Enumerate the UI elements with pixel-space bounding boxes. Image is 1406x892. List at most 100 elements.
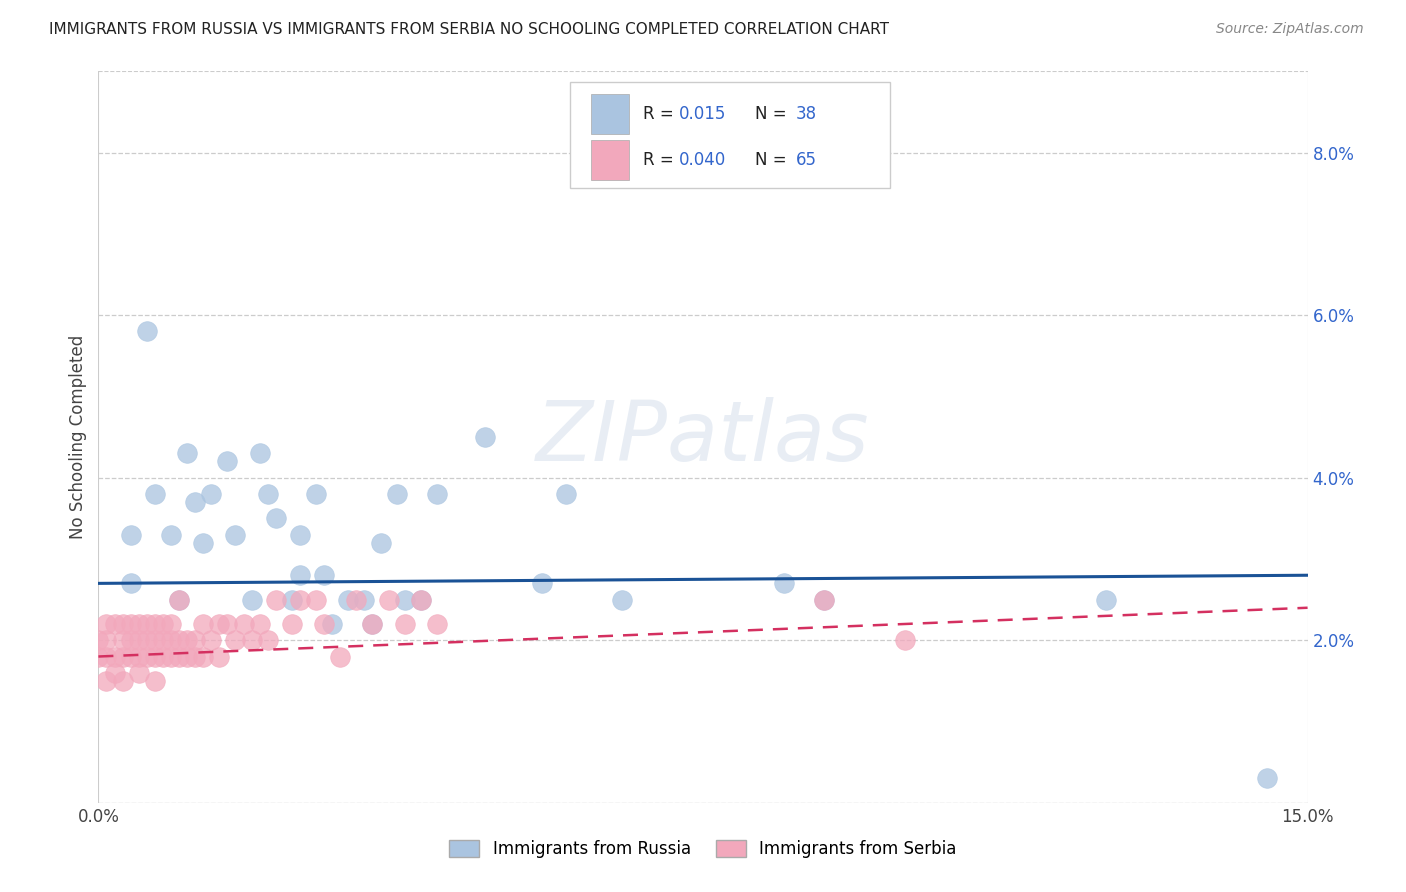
Point (193, 649, 215, 664)
Text: R =: R = (643, 104, 679, 122)
Point (111, 673, 134, 688)
Point (143, 617, 166, 632)
Point (167, 592, 190, 607)
Point (96, 617, 118, 632)
Point (240, 633, 263, 648)
Point (344, 592, 367, 607)
Point (143, 487, 166, 501)
Point (160, 633, 183, 648)
Point (152, 617, 174, 632)
Point (184, 649, 207, 664)
Point (208, 617, 231, 632)
Point (135, 649, 157, 664)
Point (120, 617, 142, 632)
Text: 0.040: 0.040 (679, 151, 725, 169)
Point (813, 592, 835, 607)
Point (249, 617, 271, 632)
Point (135, 633, 157, 648)
Point (120, 649, 142, 664)
Point (167, 649, 190, 664)
Point (474, 430, 496, 444)
Point (103, 649, 125, 664)
Point (128, 633, 150, 648)
Point (143, 649, 166, 664)
Point (426, 617, 449, 632)
Point (288, 568, 311, 582)
Text: 38: 38 (796, 104, 817, 122)
Point (111, 617, 134, 632)
Point (176, 649, 198, 664)
Point (377, 592, 399, 607)
Point (200, 487, 222, 501)
Point (305, 592, 328, 607)
Point (281, 617, 304, 632)
Point (120, 576, 142, 591)
Point (160, 649, 183, 664)
FancyBboxPatch shape (591, 94, 630, 134)
Point (87, 649, 110, 664)
Y-axis label: No Schooling Completed: No Schooling Completed (69, 335, 87, 539)
FancyBboxPatch shape (569, 82, 890, 188)
Point (813, 592, 835, 607)
Point (167, 633, 190, 648)
FancyBboxPatch shape (591, 140, 630, 180)
Point (240, 592, 263, 607)
Point (96, 673, 118, 688)
Point (96, 649, 118, 664)
Point (337, 592, 360, 607)
Point (288, 592, 311, 607)
Point (394, 617, 416, 632)
Point (176, 633, 198, 648)
Point (329, 649, 352, 664)
Point (200, 633, 222, 648)
Point (385, 487, 408, 501)
Point (120, 527, 142, 541)
Point (120, 633, 142, 648)
Text: 0.015: 0.015 (679, 104, 725, 122)
Point (176, 446, 198, 460)
Text: N =: N = (755, 104, 792, 122)
Point (256, 633, 278, 648)
Point (288, 527, 311, 541)
Point (224, 527, 246, 541)
Point (264, 511, 287, 525)
Point (361, 617, 384, 632)
Point (152, 649, 174, 664)
Point (893, 633, 915, 648)
Point (217, 617, 239, 632)
Point (160, 617, 183, 632)
Point (111, 649, 134, 664)
Point (409, 592, 432, 607)
Point (264, 592, 287, 607)
Point (321, 617, 343, 632)
Point (1095, 592, 1118, 607)
Point (361, 617, 384, 632)
Point (305, 487, 328, 501)
Point (217, 454, 239, 468)
Point (184, 495, 207, 509)
Point (612, 592, 634, 607)
Point (370, 535, 392, 549)
Point (281, 592, 304, 607)
Point (103, 665, 125, 680)
Text: N =: N = (755, 151, 792, 169)
Point (135, 325, 157, 339)
Point (426, 487, 449, 501)
Point (314, 568, 336, 582)
Point (111, 633, 134, 648)
Point (256, 487, 278, 501)
Point (143, 673, 166, 688)
Text: 65: 65 (796, 151, 817, 169)
Point (353, 592, 375, 607)
Point (555, 487, 578, 501)
Point (152, 633, 174, 648)
Text: Source: ZipAtlas.com: Source: ZipAtlas.com (1216, 22, 1364, 37)
Point (530, 576, 553, 591)
Text: R =: R = (643, 151, 679, 169)
Point (128, 649, 150, 664)
Point (249, 446, 271, 460)
Text: ZIPatlas: ZIPatlas (536, 397, 870, 477)
Point (128, 617, 150, 632)
Point (193, 617, 215, 632)
Point (135, 617, 157, 632)
